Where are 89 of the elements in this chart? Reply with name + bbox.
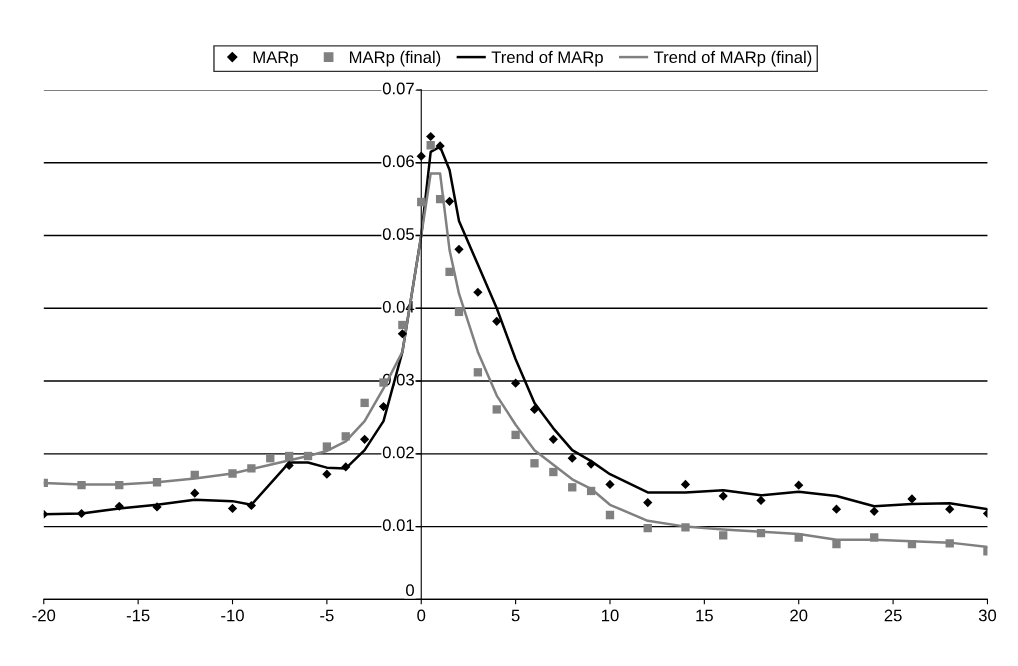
x-tick-label: -10 xyxy=(221,609,244,622)
point xyxy=(549,467,558,477)
point xyxy=(454,307,464,317)
y-tick-label: 0.06 xyxy=(382,155,414,168)
x-tick-label: 20 xyxy=(790,609,808,622)
x-tick-label: 0 xyxy=(417,609,426,622)
point xyxy=(227,503,238,514)
point xyxy=(605,479,615,490)
point xyxy=(284,451,294,461)
point xyxy=(360,434,370,444)
point xyxy=(832,539,841,549)
point xyxy=(907,494,917,504)
point xyxy=(511,378,521,388)
y-tick-label: 0.04 xyxy=(382,300,415,313)
point xyxy=(445,267,454,277)
point xyxy=(247,464,256,473)
point xyxy=(435,141,445,151)
y-tick-label: 0.05 xyxy=(382,228,414,240)
point xyxy=(945,539,954,548)
point xyxy=(869,506,879,516)
x-tick-label: 15 xyxy=(696,609,713,622)
x-tick-label: 25 xyxy=(884,609,902,622)
point xyxy=(473,287,483,297)
point xyxy=(303,451,313,461)
point xyxy=(416,151,426,161)
point xyxy=(322,442,332,451)
point xyxy=(680,479,691,490)
y-tick-label: 0.07 xyxy=(382,82,414,95)
legend-label: MARp xyxy=(253,51,298,67)
point xyxy=(341,432,350,441)
x-tick-label: 30 xyxy=(978,609,997,622)
y-tick-label: 0.02 xyxy=(382,446,414,459)
point xyxy=(586,486,596,496)
x-tick-label: -5 xyxy=(320,609,334,622)
point xyxy=(718,491,728,501)
legend-label: MARp (final) xyxy=(349,50,441,67)
point xyxy=(831,504,842,514)
point xyxy=(266,454,275,463)
point xyxy=(426,131,436,142)
point xyxy=(444,196,455,206)
point xyxy=(454,244,464,254)
point xyxy=(152,502,162,512)
point xyxy=(643,497,653,508)
point xyxy=(567,453,577,463)
y-tick-label: 0 xyxy=(406,584,414,597)
point xyxy=(492,405,501,414)
point xyxy=(398,320,407,330)
point xyxy=(435,194,445,204)
point xyxy=(794,533,803,542)
point xyxy=(870,533,879,542)
point xyxy=(794,480,804,490)
point xyxy=(681,523,690,532)
point xyxy=(719,531,728,540)
x-tick-label: 10 xyxy=(601,609,619,622)
point xyxy=(360,398,369,408)
point xyxy=(76,508,87,519)
point xyxy=(284,460,294,471)
point xyxy=(586,459,596,469)
legend-label: Trend of MARp (final) xyxy=(653,50,812,67)
point xyxy=(114,501,124,511)
point xyxy=(907,539,917,549)
point xyxy=(341,462,351,472)
point xyxy=(417,197,426,207)
point xyxy=(756,495,766,506)
point xyxy=(945,504,955,514)
point xyxy=(605,510,615,520)
point xyxy=(643,523,652,533)
point xyxy=(473,368,483,377)
point xyxy=(530,459,539,468)
point xyxy=(246,500,256,511)
point xyxy=(77,480,86,490)
x-tick-label: 5 xyxy=(511,609,520,622)
point xyxy=(322,469,332,479)
point xyxy=(115,480,124,490)
point xyxy=(492,316,502,326)
legend-label: Trend of MARp xyxy=(491,50,603,67)
point xyxy=(548,434,558,444)
point xyxy=(190,488,200,498)
y-tick-label: 0.01 xyxy=(382,519,414,532)
point xyxy=(426,141,435,150)
point xyxy=(152,478,162,487)
point xyxy=(529,404,540,415)
x-tick-label: -20 xyxy=(32,609,56,622)
point xyxy=(397,329,407,339)
point xyxy=(568,483,577,492)
point xyxy=(511,430,520,440)
point xyxy=(228,469,237,478)
point xyxy=(756,529,766,538)
x-tick-label: -15 xyxy=(126,609,150,622)
